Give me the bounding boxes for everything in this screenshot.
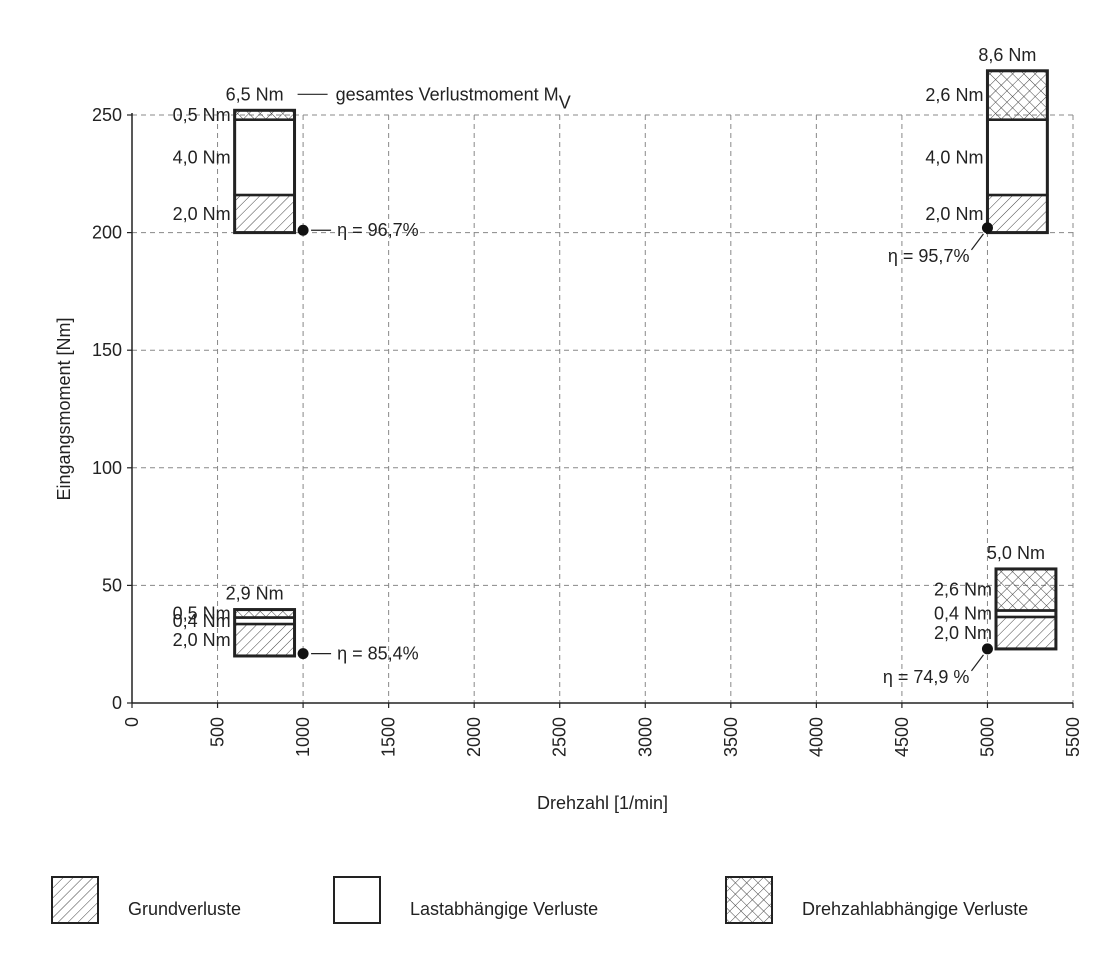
total-annotation: gesamtes Verlustmoment MV <box>336 84 571 112</box>
segment-value-label: 4,0 Nm <box>925 147 983 167</box>
segment-value-label: 0,4 Nm <box>934 604 992 624</box>
efficiency-point <box>981 222 993 234</box>
segment-value-label: 0,5 Nm <box>173 604 231 624</box>
segment-value-label: 4,0 Nm <box>173 147 231 167</box>
x-tick-label: 4500 <box>892 717 912 757</box>
grid <box>132 114 1074 703</box>
grundverluste-segment <box>994 615 1058 651</box>
x-tick-label: 2500 <box>550 717 570 757</box>
efficiency-leader <box>970 654 984 672</box>
legend-swatch <box>333 876 381 924</box>
total-loss-label: 8,6 Nm <box>978 45 1036 65</box>
segment-value-label: 2,0 Nm <box>173 204 231 224</box>
bar-outline <box>233 608 297 658</box>
efficiency-label: η = 96,7% <box>337 220 419 240</box>
drehzahlabhaengige-segment <box>986 69 1049 121</box>
efficiency-label: η = 85,4% <box>337 644 419 664</box>
legend-label: Lastabhängige Verluste <box>410 899 598 919</box>
x-tick-label: 5500 <box>1063 717 1083 757</box>
segment-value-label: 0,5 Nm <box>173 105 231 125</box>
drehzahlabhaengige-segment <box>994 567 1058 612</box>
segment-value-label: 2,6 Nm <box>934 580 992 600</box>
bar-outline <box>994 567 1058 651</box>
grundverluste-segment <box>986 193 1049 234</box>
y-tick-label: 200 <box>92 223 122 243</box>
total-loss-label: 5,0 Nm <box>987 543 1045 563</box>
grundverluste-segment <box>233 622 296 658</box>
legend-label: Drehzahlabhängige Verluste <box>802 899 1028 919</box>
lastabhaengige-segment <box>233 118 296 197</box>
efficiency-label: η = 95,7% <box>888 246 970 266</box>
segment-value-label: 2,0 Nm <box>173 630 231 650</box>
efficiency-point <box>981 643 993 655</box>
x-tick-label: 1000 <box>293 717 313 757</box>
efficiency-leader <box>970 233 984 251</box>
x-axis-title: Drehzahl [1/min] <box>537 793 668 813</box>
y-tick-label: 150 <box>92 340 122 360</box>
x-tick-label: 3500 <box>721 717 741 757</box>
segment-value-label: 2,0 Nm <box>934 623 992 643</box>
legend-swatch <box>51 876 99 924</box>
x-tick-label: 2000 <box>464 717 484 757</box>
segment-value-label: 2,6 Nm <box>925 85 983 105</box>
annotation-subscript: V <box>559 92 571 112</box>
y-tick-label: 250 <box>92 105 122 125</box>
bars <box>233 69 1058 658</box>
x-tick-label: 500 <box>208 717 228 747</box>
y-tick-label: 100 <box>92 458 122 478</box>
x-tick-label: 1500 <box>379 717 399 757</box>
total-loss-label: 6,5 Nm <box>226 84 284 104</box>
legend: Grundverluste Lastabhängige Verluste Drehz… <box>51 876 1028 924</box>
legend-label: Grundverluste <box>128 899 241 919</box>
x-tick-label: 3000 <box>635 717 655 757</box>
y-tick-label: 0 <box>112 693 122 713</box>
grundverluste-segment <box>233 193 296 234</box>
segment-value-label: 0,4 Nm <box>173 611 231 631</box>
bar-outline <box>985 69 1049 235</box>
y-axis-title: Eingangsmoment [Nm] <box>54 317 74 500</box>
legend-swatch <box>725 876 773 924</box>
lastabhaengige-segment <box>986 118 1049 197</box>
total-loss-label: 2,9 Nm <box>226 584 284 604</box>
segment-value-label: 2,0 Nm <box>925 204 983 224</box>
x-tick-label: 4000 <box>806 717 826 757</box>
y-tick-label: 50 <box>102 575 122 595</box>
efficiency-point <box>297 224 309 236</box>
x-tick-label: 0 <box>122 717 142 727</box>
efficiency-label: η = 74,9 % <box>883 667 970 687</box>
bar-outline <box>233 108 297 235</box>
axes: 0 500 1000 1500 2000 2500 3000 3500 4000 4500 5000… <box>54 105 1083 813</box>
efficiency-point <box>297 648 309 660</box>
x-tick-label: 5000 <box>977 717 997 757</box>
annotations: 2,0 Nm4,0 Nm0,5 Nm6,5 Nm gesamtes Verlust… <box>173 45 1045 687</box>
